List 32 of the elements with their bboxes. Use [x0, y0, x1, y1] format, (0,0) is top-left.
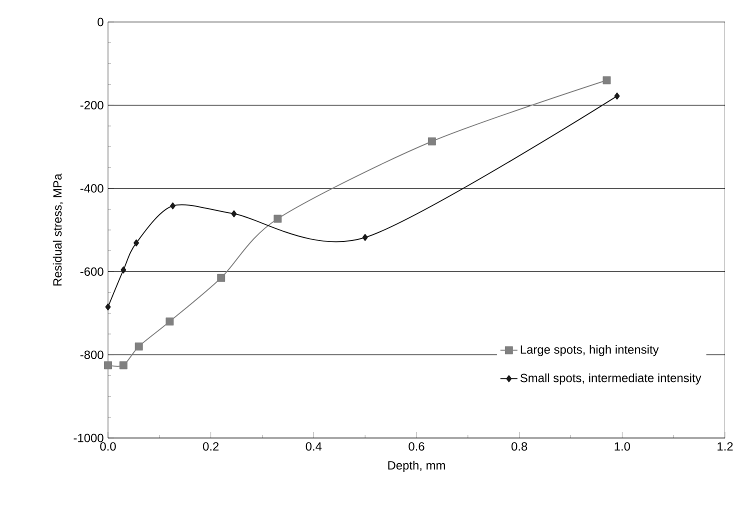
point	[274, 214, 282, 223]
x-tick-label: 0.8	[512, 442, 528, 451]
point	[428, 137, 436, 146]
y-tick-label: -800	[80, 350, 104, 360]
x-axis-title: Depth, mm	[388, 460, 445, 472]
x-tick-label: 0.4	[306, 442, 322, 451]
legend-label: Large spots, high intensity	[520, 345, 659, 356]
point	[362, 234, 368, 241]
x-tick-label: 1.0	[614, 442, 630, 451]
point	[231, 210, 237, 218]
y-tick-label: -1000	[74, 434, 104, 442]
point	[134, 239, 140, 246]
x-tick-label: 0.2	[202, 442, 219, 451]
point	[134, 342, 143, 350]
y-tick-label: -200	[80, 100, 104, 110]
y-axis-title: Residual stress, MPa	[52, 174, 64, 286]
point	[602, 76, 611, 84]
y-tick-label: 0	[98, 18, 104, 26]
point	[104, 361, 112, 370]
y-tick-label: -400	[80, 184, 104, 193]
point	[105, 303, 111, 310]
legend-label: Small spots, intermediate intensity	[520, 373, 702, 385]
x-tick-label: 1.2	[718, 442, 733, 451]
point	[217, 274, 226, 282]
point	[166, 318, 174, 326]
x-tick-label: 0.6	[408, 442, 424, 451]
x-tick-label: 0.0	[100, 442, 116, 451]
y-tick-label: -600	[80, 267, 104, 276]
point	[614, 92, 620, 100]
point	[119, 361, 128, 370]
point	[170, 202, 176, 210]
point	[120, 266, 126, 274]
